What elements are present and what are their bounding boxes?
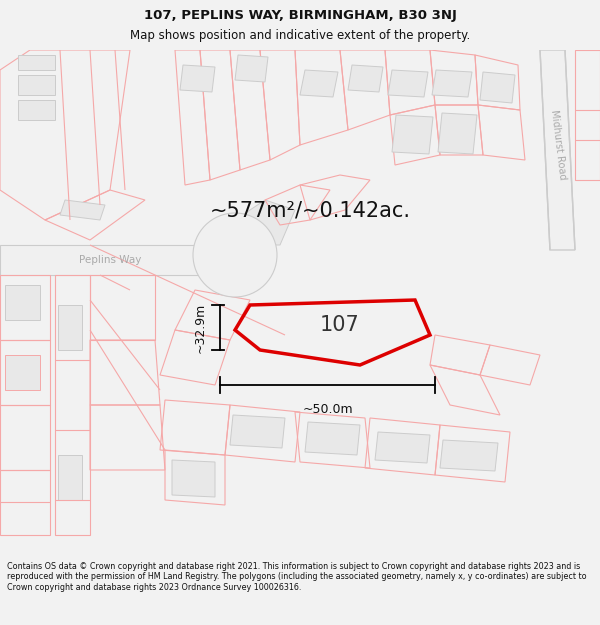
Polygon shape bbox=[5, 285, 40, 320]
Polygon shape bbox=[375, 432, 430, 463]
Text: 107, PEPLINS WAY, BIRMINGHAM, B30 3NJ: 107, PEPLINS WAY, BIRMINGHAM, B30 3NJ bbox=[143, 9, 457, 22]
Polygon shape bbox=[235, 200, 295, 245]
Polygon shape bbox=[432, 70, 472, 97]
Polygon shape bbox=[388, 70, 428, 97]
Polygon shape bbox=[230, 415, 285, 448]
Polygon shape bbox=[58, 305, 82, 350]
Polygon shape bbox=[58, 455, 82, 500]
Polygon shape bbox=[60, 200, 105, 220]
Polygon shape bbox=[5, 355, 40, 390]
Polygon shape bbox=[480, 72, 515, 103]
Text: ~50.0m: ~50.0m bbox=[302, 403, 353, 416]
Polygon shape bbox=[0, 245, 235, 275]
Text: ~32.9m: ~32.9m bbox=[194, 302, 207, 352]
Circle shape bbox=[193, 213, 277, 297]
Text: 107: 107 bbox=[320, 315, 360, 335]
Polygon shape bbox=[392, 115, 433, 154]
Polygon shape bbox=[18, 100, 55, 120]
Polygon shape bbox=[235, 55, 268, 82]
Polygon shape bbox=[438, 113, 477, 154]
Polygon shape bbox=[348, 65, 383, 92]
Polygon shape bbox=[18, 75, 55, 95]
Text: ~577m²/~0.142ac.: ~577m²/~0.142ac. bbox=[209, 200, 410, 220]
Text: Map shows position and indicative extent of the property.: Map shows position and indicative extent… bbox=[130, 29, 470, 42]
Text: Midhurst Road: Midhurst Road bbox=[549, 109, 567, 181]
Polygon shape bbox=[440, 440, 498, 471]
Text: Peplins Way: Peplins Way bbox=[79, 255, 141, 265]
Polygon shape bbox=[540, 50, 575, 250]
Polygon shape bbox=[172, 460, 215, 497]
Polygon shape bbox=[180, 65, 215, 92]
Polygon shape bbox=[305, 422, 360, 455]
Polygon shape bbox=[18, 55, 55, 70]
Text: Contains OS data © Crown copyright and database right 2021. This information is : Contains OS data © Crown copyright and d… bbox=[7, 562, 587, 592]
Polygon shape bbox=[300, 70, 338, 97]
